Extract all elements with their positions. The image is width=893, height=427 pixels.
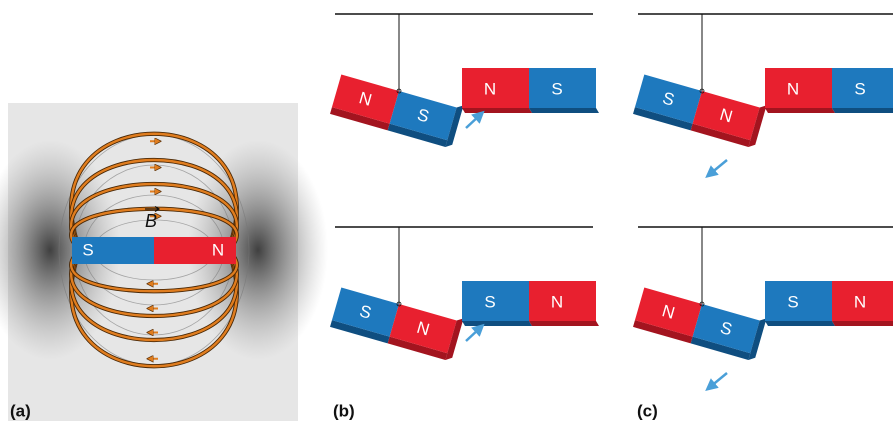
scene: NS S N [633, 227, 893, 387]
pole-label: N [787, 79, 799, 98]
magnet-bottom-face [832, 108, 893, 113]
motion-arrow [710, 373, 727, 387]
motion-arrow [466, 115, 480, 128]
magnet-bottom-face [529, 108, 599, 113]
magnet-bottom-face [832, 321, 893, 326]
motion-arrow [710, 160, 727, 174]
pole-label: S [82, 240, 93, 259]
scene: SN N S [633, 14, 893, 174]
panel-label: (a) [10, 401, 31, 420]
hanging-magnet: NS [330, 71, 464, 149]
figure: SNB(a)(b)(c)NSNSSNSNSNNSNSSN [0, 0, 893, 427]
magnet-bottom-face [765, 321, 835, 326]
panel-label: (b) [333, 401, 355, 420]
pole-label: N [484, 79, 496, 98]
magnet-bottom-face [462, 321, 532, 326]
hanging-magnet: NS [633, 284, 767, 362]
magnet-bottom-face [529, 321, 599, 326]
hanging-magnet: SN [633, 71, 767, 149]
pole-label: N [854, 292, 866, 311]
hanging-magnet: SN [330, 284, 464, 362]
magnet-bottom-face [462, 108, 532, 113]
pole-label: S [854, 79, 865, 98]
pole-label: N [212, 240, 224, 259]
field-label: B [145, 211, 157, 231]
panel-label: (c) [637, 401, 658, 420]
pole-label: S [551, 79, 562, 98]
magnet-bottom-face [765, 108, 835, 113]
motion-arrow [466, 328, 480, 341]
pole-label: S [787, 292, 798, 311]
pole-label: N [551, 292, 563, 311]
pole-label: S [484, 292, 495, 311]
